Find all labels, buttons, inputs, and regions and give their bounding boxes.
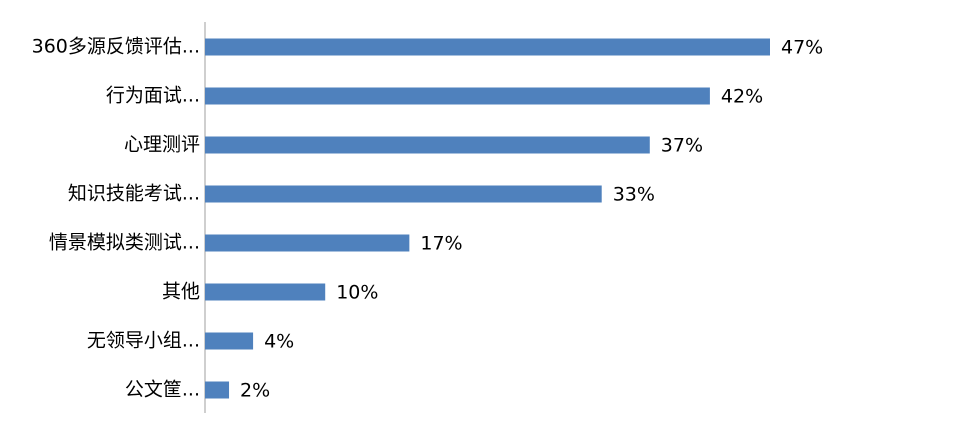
data-label: 2%	[240, 380, 270, 402]
bar	[205, 234, 410, 252]
bar	[205, 87, 710, 105]
data-label: 17%	[420, 233, 462, 255]
data-label: 4%	[264, 331, 294, 353]
y-tick-label: 行为面试...	[106, 85, 200, 107]
y-tick-label: 情景模拟类测试...	[49, 232, 200, 254]
data-label: 37%	[661, 135, 703, 157]
y-tick-label: 无领导小组...	[87, 330, 200, 352]
data-label: 47%	[781, 37, 823, 59]
data-label: 42%	[721, 86, 763, 108]
data-label: 10%	[336, 282, 378, 304]
bar	[205, 185, 602, 203]
y-tick-label: 心理测评	[124, 134, 200, 156]
bar	[205, 38, 770, 56]
bar	[205, 136, 650, 154]
data-label: 33%	[613, 184, 655, 206]
y-tick-label: 其他	[162, 281, 200, 303]
bar	[205, 332, 254, 350]
bar	[205, 283, 326, 301]
bar	[205, 381, 230, 399]
y-tick-label: 知识技能考试...	[68, 183, 200, 205]
y-tick-label: 360多源反馈评估...	[32, 36, 200, 58]
y-tick-label: 公文筐...	[125, 379, 200, 401]
